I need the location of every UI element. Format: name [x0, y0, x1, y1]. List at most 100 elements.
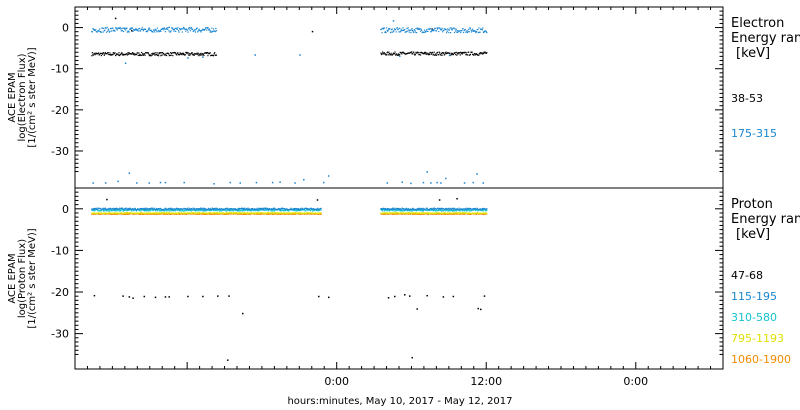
electron-data-point	[163, 27, 165, 29]
proton-data-point	[470, 208, 472, 210]
proton-data-point	[199, 208, 201, 211]
electron-data-point	[239, 182, 241, 184]
proton-data-point	[116, 213, 118, 215]
proton-data-point	[103, 209, 105, 211]
electron-data-point	[419, 52, 421, 54]
electron-data-point	[176, 54, 178, 56]
electron-data-point	[417, 52, 419, 54]
electron-data-point	[100, 52, 102, 55]
proton-data-point	[254, 210, 257, 212]
electron-data-point	[110, 27, 112, 30]
proton-data-point	[401, 209, 403, 211]
electron-data-point	[427, 54, 430, 56]
proton-data-point	[262, 208, 264, 211]
electron-data-point	[212, 28, 215, 30]
electron-data-point	[105, 27, 107, 29]
proton-data-point	[304, 213, 306, 215]
proton-data-point	[174, 209, 176, 211]
electron-data-point	[168, 53, 170, 55]
proton-data-point	[155, 212, 157, 215]
electron-data-point	[430, 182, 432, 184]
electron-data-point	[179, 52, 181, 54]
electron-data-point	[427, 53, 429, 55]
proton-data-point	[273, 210, 275, 212]
proton-data-point	[479, 208, 481, 210]
electron-data-point	[470, 31, 473, 33]
electron-data-point	[133, 54, 135, 56]
electron-data-point	[128, 31, 130, 33]
electron-data-point	[460, 51, 462, 53]
proton-data-point	[481, 208, 483, 210]
proton-data-point	[283, 210, 285, 212]
proton-data-point	[250, 212, 252, 215]
proton-data-point	[202, 295, 204, 298]
electron-data-point	[433, 29, 435, 31]
proton-data-point	[120, 208, 122, 210]
proton-data-point	[153, 207, 155, 209]
electron-data-point	[387, 54, 389, 56]
proton-data-point	[482, 208, 484, 210]
proton-data-point	[235, 208, 237, 210]
electron-data-point	[383, 52, 385, 54]
proton-data-point	[418, 207, 420, 209]
proton-data-point	[434, 212, 436, 215]
electron-data-point	[446, 32, 448, 34]
electron-data-point	[396, 53, 398, 55]
proton-data-point	[426, 212, 428, 215]
proton-legend-entry: 47-68	[731, 269, 763, 282]
electron-data-point	[399, 53, 401, 56]
proton-data-point	[237, 207, 240, 210]
electron-data-point	[454, 52, 456, 54]
proton-data-point	[433, 209, 435, 211]
proton-data-point	[251, 207, 254, 210]
electron-data-point	[186, 29, 189, 31]
electron-data-point	[408, 31, 410, 33]
proton-data-point	[384, 207, 387, 210]
proton-data-point	[406, 212, 409, 214]
proton-data-point	[478, 213, 480, 215]
proton-data-point	[178, 213, 180, 215]
electron-data-point	[102, 31, 104, 33]
proton-data-point	[100, 210, 102, 212]
proton-data-point	[409, 208, 411, 210]
proton-data-point	[224, 209, 227, 211]
proton-data-point	[433, 208, 435, 211]
proton-data-point	[261, 207, 263, 210]
electron-data-point	[126, 54, 129, 56]
proton-data-point	[414, 213, 417, 215]
electron-data-point	[482, 52, 485, 54]
proton-data-point	[165, 209, 167, 211]
electron-data-point	[381, 32, 383, 34]
electron-data-point	[460, 32, 462, 34]
electron-data-point	[164, 54, 167, 56]
electron-data-point	[446, 52, 448, 54]
electron-data-point	[131, 30, 133, 32]
proton-data-point	[317, 210, 319, 212]
electron-data-point	[160, 30, 162, 32]
proton-data-point	[203, 213, 205, 215]
electron-data-point	[443, 29, 445, 32]
electron-data-point	[455, 30, 457, 32]
electron-data-point	[457, 31, 459, 33]
electron-data-point	[215, 27, 217, 30]
proton-data-point	[395, 207, 397, 209]
electron-data-point	[163, 29, 165, 31]
proton-data-point	[296, 208, 298, 210]
proton-data-point	[252, 210, 254, 212]
electron-data-point	[440, 182, 442, 184]
proton-data-point	[447, 208, 449, 210]
electron-data-point	[189, 54, 191, 56]
proton-data-point	[439, 209, 441, 211]
electron-data-point	[446, 30, 448, 32]
proton-data-point	[419, 212, 421, 214]
electron-data-point	[141, 51, 143, 54]
electron-data-point	[188, 54, 190, 56]
electron-data-point	[419, 30, 422, 32]
electron-data-point	[215, 54, 218, 56]
electron-data-point	[439, 27, 441, 29]
electron-data-point	[113, 29, 115, 31]
proton-data-point	[452, 209, 454, 211]
proton-data-point	[195, 210, 197, 212]
electron-data-point	[484, 51, 486, 53]
electron-data-point	[99, 53, 101, 56]
